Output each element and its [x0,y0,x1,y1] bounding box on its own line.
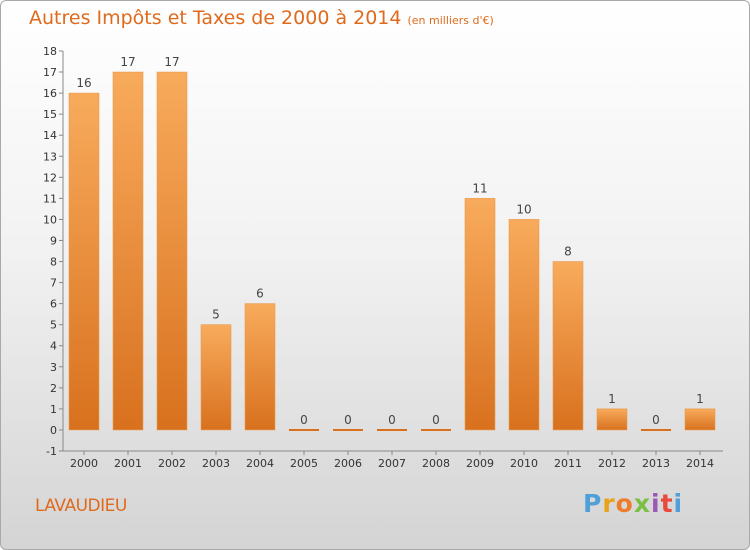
chart-title-text: Autres Impôts et Taxes de 2000 à 2014 [29,7,402,29]
x-tick-label: 2001 [114,457,142,470]
bar-value-label: 17 [120,55,135,69]
x-tick-label: 2005 [290,457,318,470]
bar [508,219,540,431]
y-tick-label: 1 [50,403,57,416]
x-tick-label: 2013 [642,457,670,470]
logo-letter: P [583,489,603,518]
bar-value-label: 0 [652,413,660,427]
y-tick-label: 6 [50,298,57,311]
x-tick-label: 2006 [334,457,362,470]
x-tick-label: 2008 [422,457,450,470]
x-tick-label: 2007 [378,457,406,470]
x-tick-label: 2003 [202,457,230,470]
y-tick-label: 2 [50,382,57,395]
bar-value-label: 8 [564,245,572,259]
logo-letter: i [673,489,684,518]
bar-value-label: 0 [432,413,440,427]
bar [200,324,232,431]
y-tick-label: 9 [50,234,57,247]
bar [112,71,144,431]
logo-letter: x [633,489,651,518]
bar-value-label: 0 [300,413,308,427]
y-tick-label: 12 [43,171,57,184]
x-tick-label: 2010 [510,457,538,470]
bar [68,92,100,431]
y-tick-label: 18 [43,45,57,58]
y-tick-label: 17 [43,66,57,79]
bar-value-label: 0 [388,413,396,427]
y-tick-label: 14 [43,129,57,142]
logo-letter: r [602,489,616,518]
bar [596,408,628,431]
chart-title: Autres Impôts et Taxes de 2000 à 2014 (en… [29,7,494,29]
x-tick-label: 2011 [554,457,582,470]
logo-letter: t [660,489,674,518]
logo-letter: o [615,489,634,518]
y-tick-label: 10 [43,213,57,226]
y-tick-label: 7 [50,277,57,290]
bar [464,198,496,431]
bar-value-label: 6 [256,287,264,301]
bar [156,71,188,431]
bar-value-label: 17 [164,55,179,69]
y-tick-label: 8 [50,256,57,269]
x-tick-label: 2000 [70,457,98,470]
bar [684,408,716,431]
bar-value-label: 10 [516,202,531,216]
y-tick-label: 13 [43,150,57,163]
y-tick-label: 16 [43,87,57,100]
y-tick-label: 0 [50,424,57,437]
y-tick-label: 11 [43,192,57,205]
y-tick-label: 15 [43,108,57,121]
x-tick-label: 2014 [686,457,714,470]
y-tick-label: -1 [46,445,57,458]
bar-value-label: 0 [344,413,352,427]
chart-unit: (en milliers d'€) [407,14,494,27]
bar-value-label: 5 [212,308,220,322]
proxiti-logo: Proxiti [583,489,683,518]
y-tick-label: 3 [50,361,57,374]
y-tick-label: 5 [50,319,57,332]
bar [244,303,276,431]
bar [552,261,584,431]
x-tick-label: 2002 [158,457,186,470]
x-tick-label: 2004 [246,457,274,470]
x-tick-label: 2009 [466,457,494,470]
y-tick-label: 4 [50,340,57,353]
place-name: LAVAUDIEU [35,496,127,516]
bar-value-label: 1 [696,392,704,406]
x-tick-label: 2012 [598,457,626,470]
bar-value-label: 1 [608,392,616,406]
bar-value-label: 11 [472,181,487,195]
logo-letter: i [651,489,661,518]
bar-value-label: 16 [76,76,91,90]
